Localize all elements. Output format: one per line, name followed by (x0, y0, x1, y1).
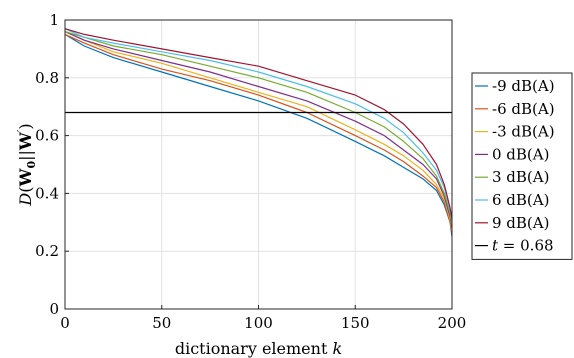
y-label-close-paren: ) (16, 123, 35, 129)
x-tick-label-4: 200 (438, 314, 467, 332)
legend-label-4: 3 dB(A) (492, 168, 549, 186)
y-tick-label-4: 0.8 (35, 69, 59, 87)
y-tick-label-5: 1 (49, 11, 59, 29)
series-line-6 (64, 28, 453, 220)
y-tick-label-1: 0.2 (35, 242, 59, 260)
legend-threshold-var: t (492, 237, 499, 255)
y-label-d: D (16, 193, 35, 207)
series-line-5 (64, 28, 453, 223)
series-line-0 (64, 33, 453, 237)
legend-label-0: -9 dB(A) (492, 77, 555, 95)
axis-ticks: 0 50 100 150 200 0 0.2 0.4 0.6 0.8 1 (35, 11, 466, 332)
grid-lines (65, 20, 452, 309)
y-tick-label-2: 0.4 (35, 184, 59, 202)
legend-threshold-value: = 0.68 (498, 237, 554, 255)
legend-label-2: -3 dB(A) (492, 123, 555, 141)
y-tick-label-0: 0 (49, 300, 59, 318)
y-tick-label-3: 0.6 (35, 127, 59, 145)
legend-label-5: 6 dB(A) (492, 191, 549, 209)
y-label-w0: W (16, 168, 35, 188)
series-line-3 (64, 31, 453, 229)
y-label-sep: || (16, 150, 35, 161)
legend: -9 dB(A) -6 dB(A) -3 dB(A) 0 dB(A) 3 dB(A) 6 … (471, 72, 573, 260)
legend-label-3: 0 dB(A) (492, 145, 549, 163)
x-label-text: dictionary element (175, 339, 333, 358)
x-axis-label: dictionary element k (175, 339, 342, 358)
series-line-1 (64, 33, 453, 234)
x-tick-label-1: 50 (152, 314, 171, 332)
x-label-variable: k (332, 339, 342, 358)
x-tick-label-0: 0 (60, 314, 70, 332)
legend-label-6: 9 dB(A) (492, 214, 549, 232)
y-label-w0-sub: 0 (25, 161, 38, 169)
legend-label-1: -6 dB(A) (492, 100, 555, 118)
legend-label-7: t = 0.68 (492, 237, 554, 255)
series-layer (64, 28, 453, 237)
x-tick-label-3: 150 (341, 314, 370, 332)
y-label-wprime: W (16, 131, 35, 151)
y-label-prime: ′ (15, 129, 28, 132)
x-tick-label-2: 100 (244, 314, 273, 332)
series-line-2 (64, 31, 453, 232)
y-axis-label: D(W0||W′) (15, 123, 38, 206)
y-label-open-paren: ( (16, 187, 35, 193)
legend-box (471, 72, 573, 260)
